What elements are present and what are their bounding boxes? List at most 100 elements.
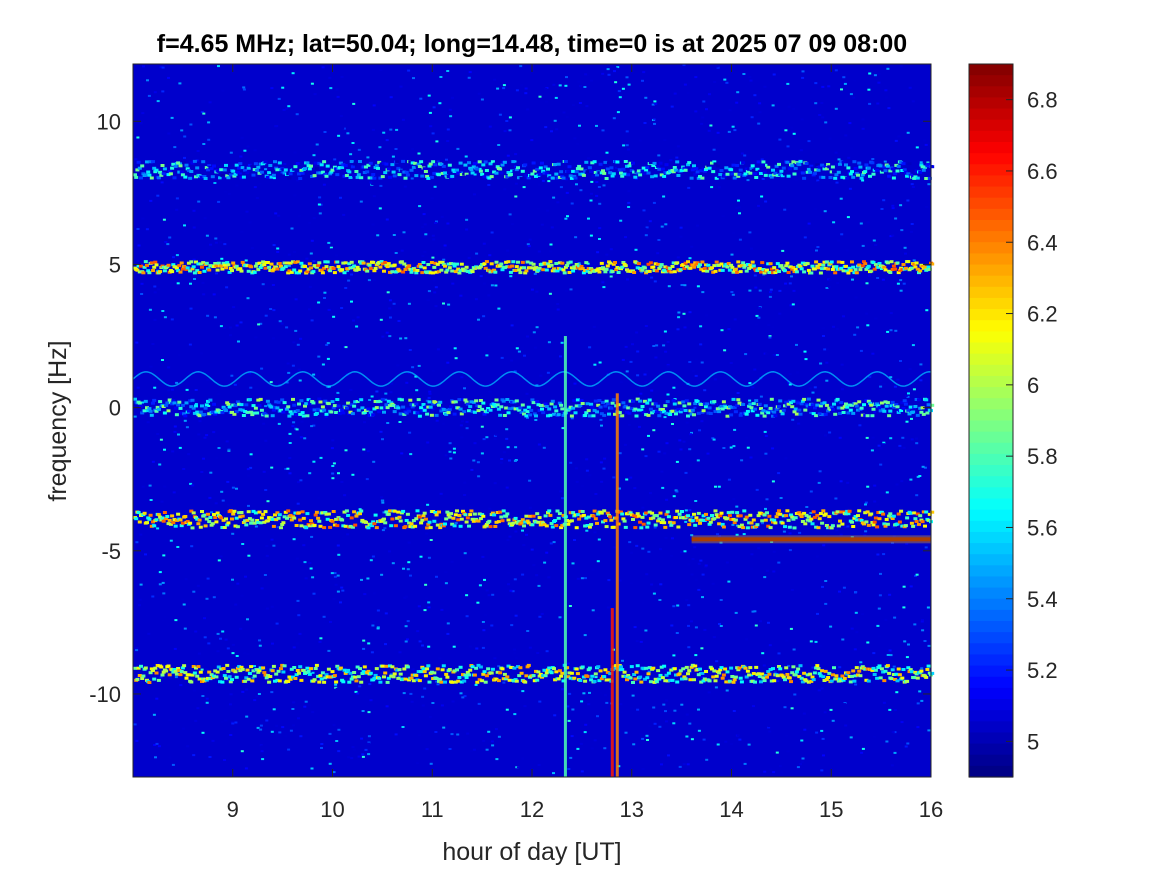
signal-trace-point xyxy=(569,266,574,270)
noise-speck xyxy=(811,138,815,140)
noise-speck xyxy=(734,556,738,558)
noise-speck xyxy=(762,273,766,276)
signal-trace-point xyxy=(717,263,722,267)
signal-trace-point xyxy=(258,397,263,401)
noise-speck xyxy=(140,293,144,295)
noise-speck xyxy=(181,649,185,651)
noise-speck xyxy=(192,226,196,229)
signal-trace-point xyxy=(409,168,414,172)
noise-speck xyxy=(419,555,423,558)
noise-speck xyxy=(268,250,272,252)
signal-trace-point xyxy=(265,175,270,179)
signal-trace-point xyxy=(538,166,543,170)
noise-speck xyxy=(750,116,754,119)
noise-speck xyxy=(694,654,698,657)
signal-trace-point xyxy=(611,172,616,176)
signal-trace-point xyxy=(826,409,831,413)
noise-speck xyxy=(521,573,525,576)
noise-speck xyxy=(135,433,139,436)
signal-trace-point xyxy=(452,524,457,528)
noise-speck xyxy=(768,295,772,298)
noise-speck xyxy=(494,653,498,656)
noise-speck xyxy=(342,171,346,174)
signal-trace-point xyxy=(429,175,434,179)
signal-trace-point xyxy=(438,526,443,530)
noise-speck xyxy=(284,468,288,470)
noise-speck xyxy=(716,126,720,129)
noise-speck xyxy=(477,702,481,705)
noise-speck xyxy=(791,303,795,306)
signal-trace-point xyxy=(281,266,286,270)
signal-trace-point xyxy=(407,521,412,525)
noise-speck xyxy=(802,584,806,587)
noise-speck xyxy=(816,179,820,182)
signal-trace-point xyxy=(678,268,683,272)
noise-speck xyxy=(735,524,739,527)
signal-trace-point xyxy=(354,514,359,518)
noise-speck xyxy=(288,442,292,444)
noise-speck xyxy=(556,308,560,311)
noise-speck xyxy=(465,228,469,231)
noise-speck xyxy=(379,675,383,678)
signal-trace-point xyxy=(493,404,498,408)
noise-speck xyxy=(759,395,763,398)
noise-speck xyxy=(495,758,499,761)
signal-trace-point xyxy=(213,516,218,519)
noise-speck xyxy=(307,704,311,707)
noise-speck xyxy=(423,235,427,238)
noise-speck xyxy=(400,452,404,455)
noise-speck xyxy=(697,729,701,732)
noise-speck xyxy=(329,112,332,115)
signal-trace-point xyxy=(530,172,535,176)
noise-speck xyxy=(363,421,366,424)
signal-trace-point xyxy=(492,170,497,174)
noise-speck xyxy=(272,544,276,547)
noise-speck xyxy=(499,461,503,464)
noise-speck xyxy=(676,328,680,331)
noise-speck xyxy=(569,461,573,464)
signal-trace-point xyxy=(829,170,834,174)
signal-trace-point xyxy=(806,268,811,272)
noise-speck xyxy=(925,205,929,208)
signal-trace-point xyxy=(287,269,292,273)
signal-trace-point xyxy=(456,406,461,410)
noise-speck xyxy=(685,735,689,738)
signal-trace-point xyxy=(191,406,196,410)
signal-trace-point xyxy=(458,161,463,165)
noise-speck xyxy=(527,245,531,248)
signal-trace-point xyxy=(798,159,803,163)
noise-speck xyxy=(353,659,357,662)
signal-trace-point xyxy=(299,261,304,265)
noise-speck xyxy=(444,571,448,574)
noise-speck xyxy=(136,259,140,262)
noise-speck xyxy=(233,383,237,386)
signal-trace-point xyxy=(240,260,245,264)
signal-trace-point xyxy=(669,270,674,274)
noise-speck xyxy=(517,350,521,353)
noise-speck xyxy=(318,640,322,643)
noise-speck xyxy=(394,148,398,150)
noise-speck xyxy=(139,122,143,125)
signal-trace-point xyxy=(826,163,831,166)
noise-speck xyxy=(600,480,604,483)
noise-speck xyxy=(716,131,720,134)
signal-trace-point xyxy=(161,405,166,408)
noise-speck xyxy=(685,713,689,716)
signal-trace-point xyxy=(176,269,181,273)
noise-speck xyxy=(426,503,430,506)
signal-trace-point xyxy=(137,166,142,170)
noise-speck xyxy=(595,124,598,127)
signal-trace-point xyxy=(555,509,560,513)
noise-speck xyxy=(573,382,577,385)
signal-trace-point xyxy=(151,520,155,524)
noise-speck xyxy=(639,392,643,395)
noise-speck xyxy=(291,708,295,710)
noise-speck xyxy=(549,542,553,545)
signal-trace-point xyxy=(403,525,408,529)
signal-trace-point xyxy=(699,403,704,406)
noise-speck xyxy=(384,612,388,615)
signal-trace-point xyxy=(605,264,610,268)
noise-speck xyxy=(678,765,682,768)
signal-trace-point xyxy=(404,411,409,415)
signal-trace-point xyxy=(389,264,394,268)
